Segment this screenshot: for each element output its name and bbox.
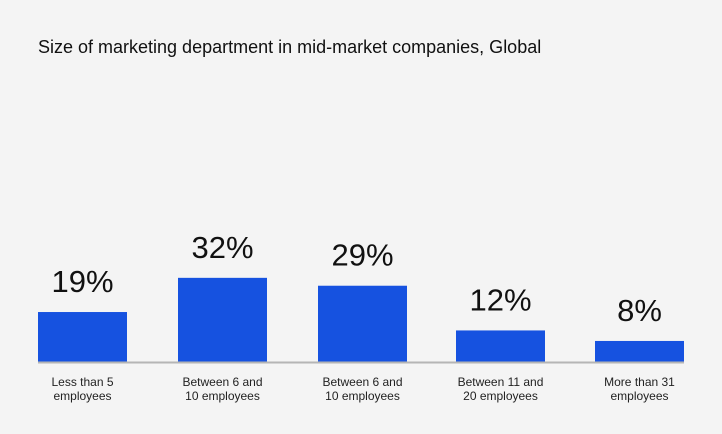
chart-title: Size of marketing department in mid-mark…: [38, 37, 542, 57]
data-label: 32%: [191, 230, 253, 265]
x-tick-label: Less than 5: [51, 375, 113, 389]
x-tick-label: Between 6 and: [182, 375, 262, 389]
bar: [456, 330, 545, 362]
x-tick-label: More than 31: [604, 375, 675, 389]
bar: [38, 312, 127, 362]
data-label: 19%: [51, 264, 113, 299]
x-tick-label: Between 11 and: [458, 375, 544, 389]
x-tick-label: 10 employees: [185, 389, 260, 403]
x-tick-label: Between 6 and: [322, 375, 402, 389]
x-tick-label: 10 employees: [325, 389, 400, 403]
data-label: 8%: [617, 293, 662, 328]
bar: [318, 285, 407, 362]
x-tick-label: employees: [53, 389, 111, 403]
data-label: 29%: [331, 238, 393, 273]
bar: [595, 340, 684, 362]
x-tick-label: 20 employees: [463, 389, 538, 403]
data-label: 12%: [469, 282, 531, 317]
x-tick-label: employees: [610, 389, 668, 403]
bar: [178, 277, 267, 362]
